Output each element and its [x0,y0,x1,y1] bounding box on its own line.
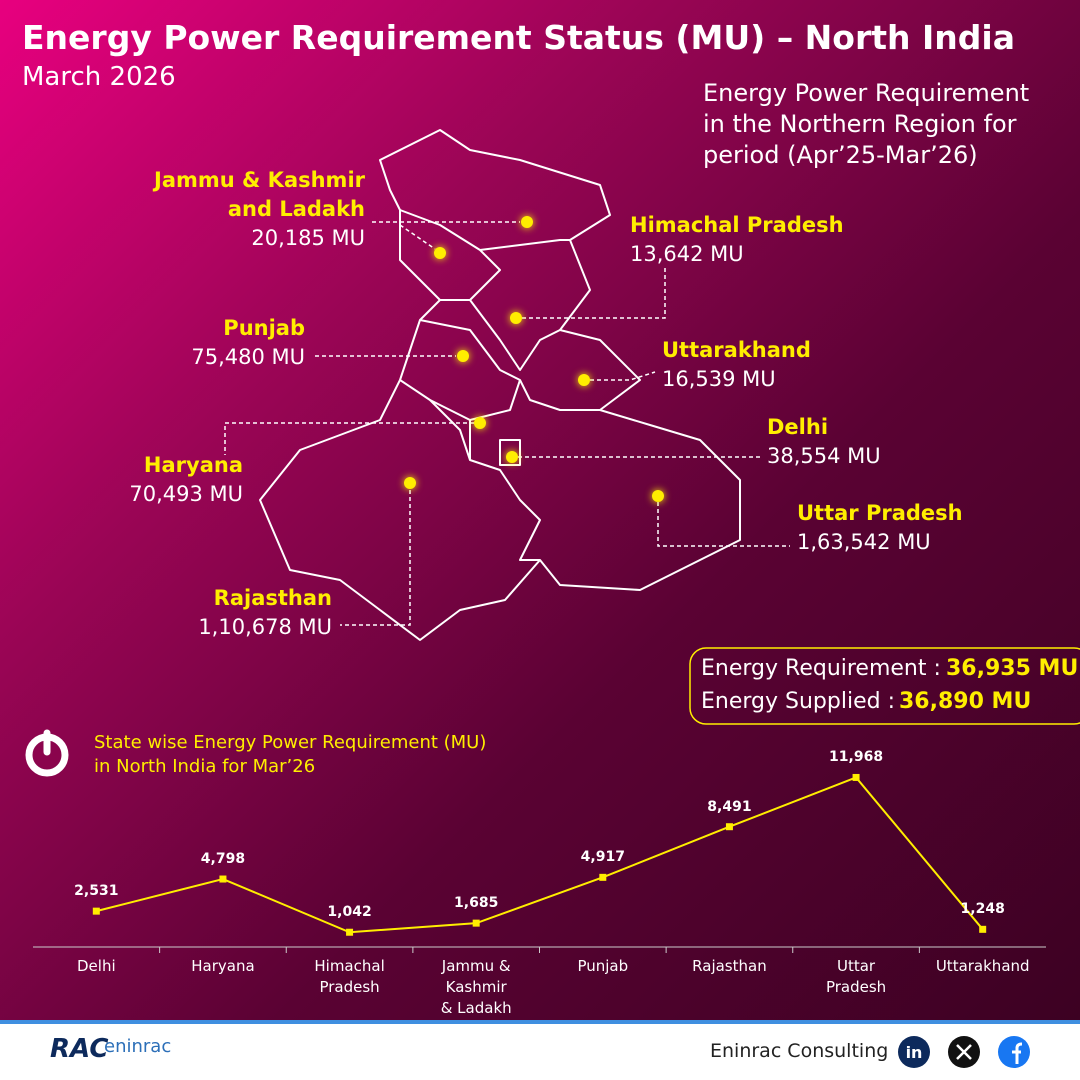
x-tick-label: Uttarakhand [935,957,1030,975]
map-outline [259,129,741,641]
value-label: 4,917 [580,849,625,866]
leader-line [590,371,656,381]
data-point [346,928,354,936]
state-name: Delhi [767,415,829,439]
value-label: 1,248 [960,901,1005,918]
state-name: Rajasthan [213,586,332,610]
value-label: 4,798 [200,851,246,868]
data-point [92,907,100,915]
state-dot [434,247,446,259]
x-tick-label: Punjab [577,957,629,975]
state-dot [457,350,469,362]
state-value: 75,480 MU [191,345,305,369]
state-label: Himachal Pradesh 13,642 MU [630,211,844,269]
value-label: 2,531 [74,883,119,900]
logo: eninrac [104,1036,172,1057]
logo: RAC [50,1034,109,1064]
value-label: 1,685 [454,895,499,912]
value-label: 1,042 [327,904,372,921]
leader-line [340,490,411,626]
map-note: Energy Power Requirement in the Northern… [703,79,1030,169]
state-name: Punjab [223,316,305,340]
state-name: Uttar Pradesh [797,501,963,525]
state-label: Haryana 70,493 MU [129,451,243,509]
summary-label: Energy Supplied : [701,689,895,714]
x-tick-label: Delhi [77,957,116,975]
state-name: Himachal Pradesh [630,213,844,237]
leader-line [224,422,474,455]
chart-title: State wise Energy Power Requirement (MU)… [94,732,487,777]
leader-line [657,502,790,547]
state-name: Jammu & Kashmir and Ladakh [154,168,365,221]
state-value: 13,642 MU [630,242,744,266]
data-point [599,873,607,881]
state-label: Punjab 75,480 MU [191,314,305,372]
state-dot [404,477,416,489]
data-point [979,925,987,933]
leader-line [522,268,666,319]
data-point [725,823,733,831]
value-label: 11,968 [829,749,884,766]
state-name: Uttarakhand [662,338,811,362]
state-label: Uttar Pradesh 1,63,542 MU [797,499,963,557]
state-label: Uttarakhand 16,539 MU [662,336,811,394]
facebook-glyph [1012,1042,1023,1064]
data-point [852,773,860,781]
x-tick-label: Jammu & Kashmir & Ladakh [440,957,512,1017]
title: Energy Power Requirement Status (MU) – N… [22,18,1015,57]
state-value: 1,63,542 MU [797,530,931,554]
state-label: Rajasthan 1,10,678 MU [198,584,332,642]
state-label: Jammu & Kashmir and Ladakh 20,185 MU [154,166,365,253]
leader-line [399,224,436,250]
state-name: Haryana [143,453,243,477]
state-dot [474,417,486,429]
state-dot [510,312,522,324]
state-value: 20,185 MU [251,226,365,250]
state-value: 16,539 MU [662,367,776,391]
x-glyph [956,1044,972,1060]
company: Eninrac Consulting [710,1040,889,1062]
summary-value: 36,935 MU [946,656,1079,681]
subtitle: March 2026 [22,62,176,92]
value-label: 8,491 [707,798,752,815]
state-dot [521,216,533,228]
x-tick-label: Rajasthan [692,957,767,975]
summary-value: 36,890 MU [899,689,1032,714]
x-tick-label: Uttar Pradesh [825,957,887,996]
x-tick-label: Haryana [191,957,255,975]
state-dot [652,490,664,502]
state-value: 38,554 MU [767,444,881,468]
summary-label: Energy Requirement : [701,656,941,681]
data-point [472,919,480,927]
summary-box [689,647,1080,725]
linkedin-glyph: in [906,1043,923,1062]
state-label: Delhi 38,554 MU [767,413,881,471]
footer-line [0,1020,1080,1024]
state-value: 1,10,678 MU [198,615,332,639]
x-tick-label: Himachal Pradesh [314,957,385,996]
state-value: 70,493 MU [129,482,243,506]
state-dot [578,374,590,386]
state-dot [506,451,518,463]
data-line [96,776,984,934]
data-point [219,875,227,883]
linkedin-icon[interactable] [898,1036,930,1068]
